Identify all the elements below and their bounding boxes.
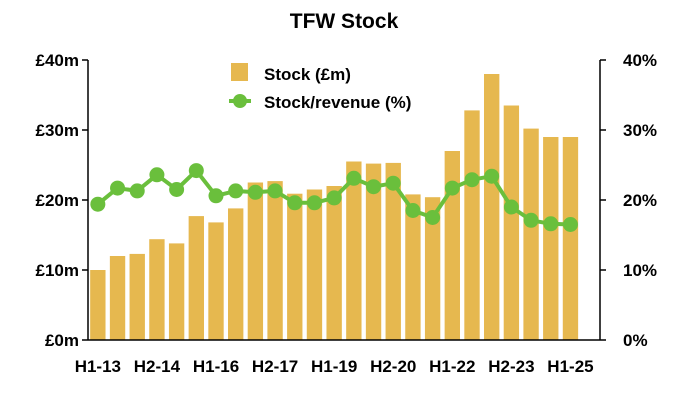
bar-H2-16 <box>228 208 244 340</box>
x-tick-label: H1-25 <box>547 357 593 376</box>
tick-labels: £0m £10m £20m £30m £40m 0% 10% 20% 30% 40% H1-13 H2… <box>36 51 658 376</box>
point-H2-24 <box>543 216 559 232</box>
point-H2-17 <box>267 183 283 199</box>
bar-H1-17 <box>247 182 264 340</box>
bar-H2-18 <box>306 189 323 340</box>
y-left-tick-label: £30m <box>36 121 79 140</box>
point-H2-13 <box>110 180 126 196</box>
point-H1-14 <box>129 183 145 199</box>
point-H1-13 <box>90 196 106 212</box>
point-H2-15 <box>188 163 204 179</box>
point-H2-14 <box>149 167 165 183</box>
y-right-tick-label: 0% <box>623 331 648 350</box>
point-H1-24 <box>523 212 539 228</box>
bar-H1-18 <box>287 193 303 340</box>
bar-H1-21 <box>405 194 421 340</box>
bar-H2-21 <box>424 197 441 340</box>
point-H1-23 <box>484 168 500 184</box>
legend-bar-swatch <box>231 63 248 81</box>
bar-H2-17 <box>267 181 283 340</box>
bar-series <box>90 74 579 341</box>
legend-line-label: Stock/revenue (%) <box>264 93 411 112</box>
bar-H1-15 <box>168 243 185 340</box>
bar-H1-16 <box>208 222 224 340</box>
point-H2-19 <box>346 170 362 186</box>
point-H1-18 <box>287 195 303 211</box>
bar-H2-13 <box>109 256 126 340</box>
bar-H1-25 <box>562 137 579 340</box>
y-right-tick-label: 10% <box>623 261 657 280</box>
y-left-tick-label: £0m <box>45 331 79 350</box>
bar-H1-23 <box>484 74 500 340</box>
x-tick-label: H2-17 <box>252 357 298 376</box>
bar-H1-24 <box>523 128 539 340</box>
point-H1-16 <box>208 188 224 204</box>
bar-H2-23 <box>503 105 520 340</box>
point-H2-20 <box>385 175 401 191</box>
chart-title: TFW Stock <box>290 10 399 33</box>
x-tick-label: H1-16 <box>193 357 239 376</box>
axes <box>82 59 606 341</box>
bar-H1-22 <box>444 151 460 340</box>
x-tick-label: H1-13 <box>75 357 121 376</box>
point-H1-21 <box>405 203 421 218</box>
line-series <box>90 163 578 232</box>
point-H1-22 <box>444 180 460 196</box>
point-H1-15 <box>169 182 185 197</box>
bar-H2-19 <box>346 161 362 340</box>
y-left-tick-label: £20m <box>36 191 79 210</box>
y-right-tick-label: 40% <box>623 51 657 70</box>
bar-H2-15 <box>188 216 204 340</box>
bar-H2-14 <box>149 239 165 340</box>
y-right-tick-label: 30% <box>623 121 657 140</box>
point-H1-19 <box>326 190 342 206</box>
y-left-tick-label: £10m <box>36 261 79 280</box>
x-tick-label: H1-19 <box>311 357 357 376</box>
bar-H1-19 <box>326 186 342 340</box>
point-H2-22 <box>464 172 480 188</box>
x-tick-label: H2-20 <box>370 357 416 376</box>
bar-H1-14 <box>129 253 145 340</box>
x-tick-label: H1-22 <box>429 357 475 376</box>
point-H2-16 <box>228 183 244 199</box>
point-H1-20 <box>366 179 382 195</box>
point-H2-23 <box>503 199 519 215</box>
legend-bar-label: Stock (£m) <box>264 65 351 84</box>
point-H2-18 <box>306 195 322 211</box>
legend: Stock (£m) Stock/revenue (%) <box>229 63 411 112</box>
bar-H1-13 <box>90 270 106 340</box>
bar-H2-22 <box>464 110 480 341</box>
bar-H1-20 <box>365 163 382 340</box>
point-H1-17 <box>247 184 263 200</box>
bar-H2-20 <box>385 162 401 340</box>
y-right-tick-label: 20% <box>623 191 657 210</box>
x-tick-label: H2-14 <box>134 357 181 376</box>
x-tick-label: H2-23 <box>488 357 534 376</box>
point-H1-25 <box>562 217 578 232</box>
bar-H2-24 <box>543 137 559 340</box>
y-left-tick-label: £40m <box>36 51 79 70</box>
legend-line-marker <box>233 94 247 108</box>
point-H2-21 <box>425 210 441 225</box>
